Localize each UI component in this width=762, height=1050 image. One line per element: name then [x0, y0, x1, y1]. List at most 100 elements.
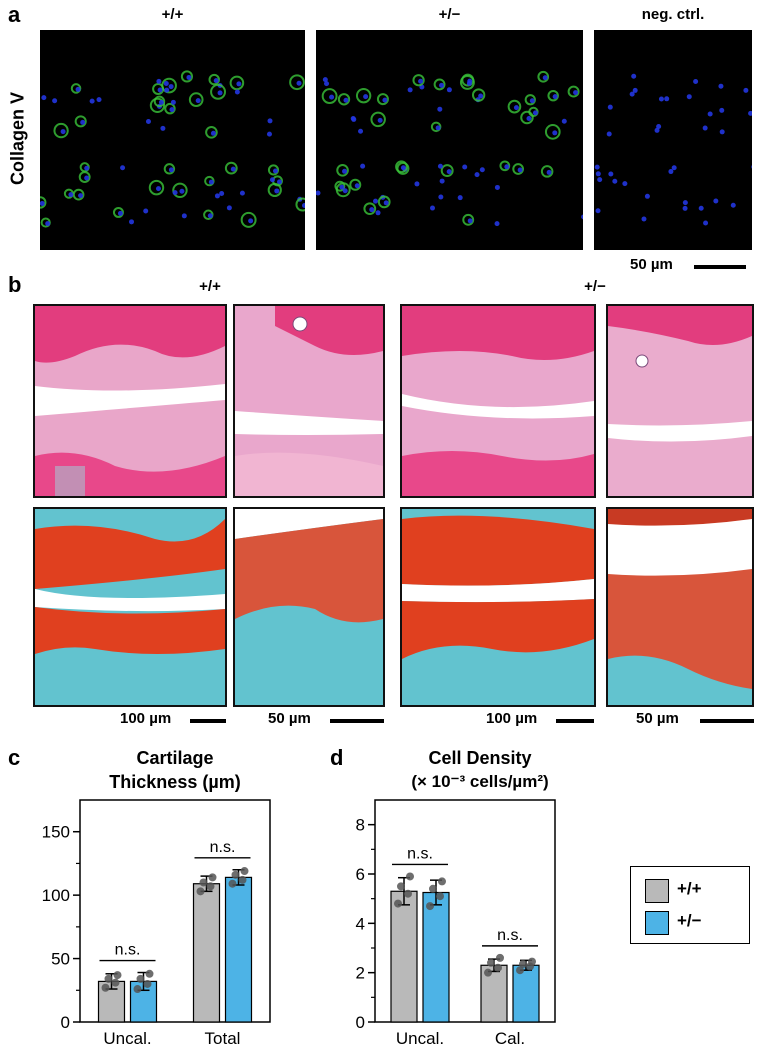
y-tick-label: 100	[42, 886, 70, 905]
safranin-image-wt-low	[33, 507, 227, 707]
nucleus-blue	[267, 118, 273, 124]
significance-label: n.s.	[115, 942, 141, 959]
nucleus-blue	[277, 179, 283, 185]
plot-frame	[374, 799, 556, 1023]
nucleus-blue	[168, 84, 174, 90]
panel-c-title-line1: Cartilage	[136, 748, 214, 768]
panel-d-title-line2: (× 10⁻³ cells/µm²)	[411, 772, 549, 791]
nucleus-blue	[207, 213, 213, 219]
plot-frame	[79, 799, 271, 1023]
nucleus-blue	[664, 96, 670, 102]
nucleus-blue	[561, 118, 567, 124]
cell-green	[148, 179, 165, 196]
panel-b-scale-bar-2	[330, 719, 384, 723]
nucleus-blue	[546, 169, 552, 175]
nucleus-blue	[179, 188, 185, 194]
x-tick-label: Uncal.	[103, 1029, 151, 1048]
nucleus-blue	[719, 129, 725, 135]
nucleus-blue	[504, 164, 510, 170]
nucleus-blue	[358, 128, 364, 134]
cell-green	[507, 99, 522, 114]
nucleus-blue	[181, 213, 187, 219]
nucleus-blue	[164, 87, 170, 93]
nucleus-blue	[718, 83, 724, 89]
nucleus-blue	[89, 98, 95, 104]
nucleus-blue	[607, 104, 613, 110]
data-point	[494, 963, 502, 972]
cell-green	[440, 164, 454, 178]
data-point	[136, 974, 145, 983]
he-image-het-low	[400, 304, 596, 498]
nucleus-blue	[354, 183, 360, 189]
x-tick-label: Uncal.	[396, 1029, 444, 1048]
nucleus-blue	[316, 190, 321, 196]
nucleus-blue	[382, 97, 388, 103]
bar	[422, 891, 450, 1023]
nucleus-blue	[513, 105, 519, 111]
nucleus-blue	[542, 75, 548, 81]
he-wt-low-drawing	[35, 306, 225, 496]
nucleus-blue	[269, 177, 275, 183]
data-point	[436, 892, 444, 901]
nucleus-blue	[272, 168, 278, 174]
cell-green	[499, 160, 511, 172]
panel-b-label: b	[8, 272, 22, 297]
cell-green	[459, 74, 475, 90]
nucleus-blue	[632, 87, 638, 93]
panel-b-scale-text-1: 100 µm	[120, 710, 172, 727]
nucleus-blue	[668, 169, 674, 175]
nucleus-blue	[595, 208, 601, 214]
x-tick-label: Total	[205, 1029, 241, 1048]
nucleus-blue	[707, 111, 713, 117]
safranin-image-het-low	[400, 507, 596, 707]
nucleus-blue	[41, 95, 47, 101]
nucleus-blue	[377, 117, 383, 123]
cell-green	[471, 88, 486, 102]
nucleus-blue	[120, 165, 126, 171]
nucleus-blue	[457, 195, 463, 201]
data-point	[429, 884, 437, 893]
nucleus-blue	[622, 181, 628, 187]
nucleus-blue	[236, 81, 242, 87]
panel-b-scale-text-3: 100 µm	[486, 710, 538, 727]
nucleus-blue	[84, 165, 90, 171]
bar	[390, 890, 418, 1023]
nucleus-blue	[654, 127, 660, 133]
data-point	[208, 873, 217, 882]
panel-b-group-het: +/−	[584, 278, 606, 295]
nucleus-blue	[446, 87, 452, 93]
he-image-het-high	[606, 304, 754, 498]
panel-b-scale-text-4: 50 µm	[636, 710, 679, 727]
nucleus-blue	[631, 73, 637, 79]
cell-green	[289, 74, 305, 91]
nucleus-blue	[682, 200, 688, 206]
cell-green	[537, 70, 550, 83]
nucleus-blue	[437, 163, 443, 169]
nucleus-blue	[186, 74, 192, 80]
cell-green	[395, 160, 408, 174]
cell-green	[349, 178, 362, 191]
cell-green	[240, 211, 257, 228]
cell-green	[53, 122, 69, 139]
cell-green	[112, 206, 124, 218]
y-tick-label: 6	[356, 865, 365, 884]
cell-green	[78, 171, 91, 183]
chart-d: 0 2 4 6 8 Uncal. n.s. Cal. n.s.	[356, 799, 556, 1048]
cell-green	[377, 195, 391, 209]
cell-green	[540, 165, 554, 178]
nucleus-blue	[438, 194, 444, 200]
nucleus-blue	[529, 98, 535, 104]
nucleus-blue	[517, 167, 523, 173]
data-point	[406, 872, 414, 881]
nucleus-blue	[400, 165, 406, 171]
nucleus-blue	[713, 198, 719, 204]
nucleus-blue	[682, 205, 688, 211]
data-point	[206, 882, 215, 891]
data-point	[426, 902, 434, 911]
data-point	[487, 958, 495, 967]
nucleus-blue	[322, 77, 328, 83]
data-point	[394, 899, 402, 908]
legend-swatch-wt	[645, 879, 669, 903]
nucleus-blue	[743, 87, 749, 93]
nucleus-blue	[213, 78, 219, 84]
